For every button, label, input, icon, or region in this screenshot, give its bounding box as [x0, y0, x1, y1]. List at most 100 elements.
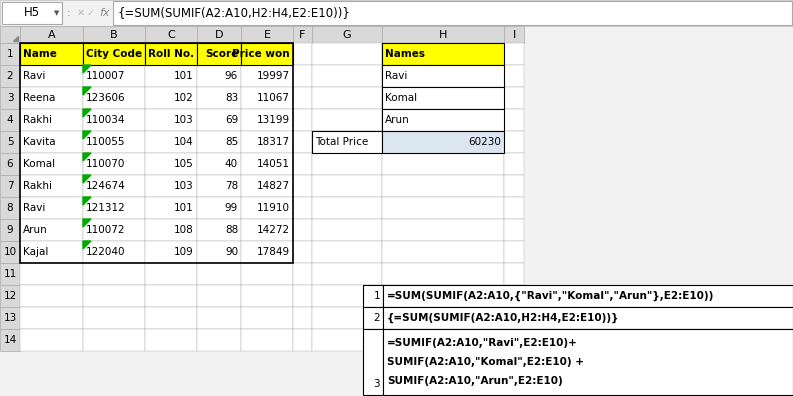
Bar [293, 131, 312, 153]
Text: 88: 88 [224, 225, 238, 235]
Bar [20, 241, 83, 263]
Text: 5: 5 [6, 137, 13, 147]
Bar [0, 307, 20, 329]
Text: 109: 109 [174, 247, 194, 257]
Text: 7: 7 [6, 181, 13, 191]
Text: 104: 104 [174, 137, 194, 147]
Text: 103: 103 [174, 115, 194, 125]
Bar [504, 219, 524, 241]
Bar [145, 43, 197, 65]
Bar [504, 241, 524, 263]
Bar [83, 263, 145, 285]
Bar [20, 109, 83, 131]
Bar [504, 263, 524, 285]
Text: 10: 10 [3, 247, 17, 257]
Bar [241, 43, 293, 65]
Bar [197, 65, 241, 87]
Bar [293, 329, 312, 351]
Bar [382, 197, 504, 219]
Bar [312, 43, 382, 65]
Text: 110070: 110070 [86, 159, 125, 169]
Bar [83, 241, 145, 263]
Text: 69: 69 [224, 115, 238, 125]
Bar [504, 109, 524, 131]
Text: 13199: 13199 [257, 115, 290, 125]
Bar [197, 285, 241, 307]
Bar [197, 219, 241, 241]
Bar [197, 241, 241, 263]
Polygon shape [83, 153, 91, 161]
Bar [312, 175, 382, 197]
Text: Ravi: Ravi [385, 71, 408, 81]
Text: Score: Score [205, 49, 238, 59]
Text: 13: 13 [3, 313, 17, 323]
Bar [83, 109, 145, 131]
Text: Ravi: Ravi [23, 71, 45, 81]
Bar [145, 153, 197, 175]
Text: 101: 101 [174, 71, 194, 81]
Text: 101: 101 [174, 203, 194, 213]
Text: {=SUM(SUMIF(A2:A10,H2:H4,E2:E10))}: {=SUM(SUMIF(A2:A10,H2:H4,E2:E10))} [118, 6, 351, 19]
Text: Reena: Reena [23, 93, 56, 103]
Text: 105: 105 [174, 159, 194, 169]
Bar [0, 153, 20, 175]
Polygon shape [83, 219, 91, 227]
Bar [197, 329, 241, 351]
Bar [0, 241, 20, 263]
Text: 121312: 121312 [86, 203, 126, 213]
Text: H5: H5 [24, 6, 40, 19]
Bar [312, 26, 382, 43]
Bar [382, 131, 504, 153]
Polygon shape [83, 65, 91, 73]
Text: I: I [512, 29, 515, 40]
Polygon shape [83, 109, 91, 117]
Bar [83, 175, 145, 197]
Bar [382, 26, 504, 43]
Bar [197, 26, 241, 43]
Bar [145, 43, 197, 65]
Bar [241, 263, 293, 285]
Text: {=SUM(SUMIF(A2:A10,H2:H4,E2:E10))}: {=SUM(SUMIF(A2:A10,H2:H4,E2:E10))} [387, 313, 619, 323]
Bar [20, 26, 83, 43]
Bar [197, 307, 241, 329]
Bar [241, 175, 293, 197]
Bar [145, 109, 197, 131]
Bar [504, 131, 524, 153]
Bar [504, 175, 524, 197]
Text: 122040: 122040 [86, 247, 125, 257]
Text: 9: 9 [6, 225, 13, 235]
Bar [0, 0, 793, 26]
Bar [20, 307, 83, 329]
Bar [20, 43, 83, 65]
Bar [504, 153, 524, 175]
Text: 2: 2 [374, 313, 380, 323]
Bar [145, 87, 197, 109]
Text: Rakhi: Rakhi [23, 115, 52, 125]
Text: 18317: 18317 [257, 137, 290, 147]
Bar [145, 26, 197, 43]
Text: 4: 4 [6, 115, 13, 125]
Bar [83, 329, 145, 351]
Bar [83, 65, 145, 87]
Text: H: H [439, 29, 447, 40]
Bar [0, 109, 20, 131]
Bar [293, 43, 312, 65]
Bar [241, 65, 293, 87]
Bar [197, 197, 241, 219]
Text: B: B [110, 29, 118, 40]
Bar [197, 109, 241, 131]
Bar [20, 329, 83, 351]
Text: Ravi: Ravi [23, 203, 45, 213]
Bar [312, 263, 382, 285]
Bar [504, 43, 524, 65]
Bar [197, 43, 241, 65]
Bar [241, 241, 293, 263]
Bar [382, 65, 504, 87]
Bar [382, 87, 504, 109]
Bar [382, 219, 504, 241]
Text: 99: 99 [224, 203, 238, 213]
Bar [0, 131, 20, 153]
Text: 1: 1 [6, 49, 13, 59]
Bar [293, 197, 312, 219]
Bar [504, 26, 524, 43]
